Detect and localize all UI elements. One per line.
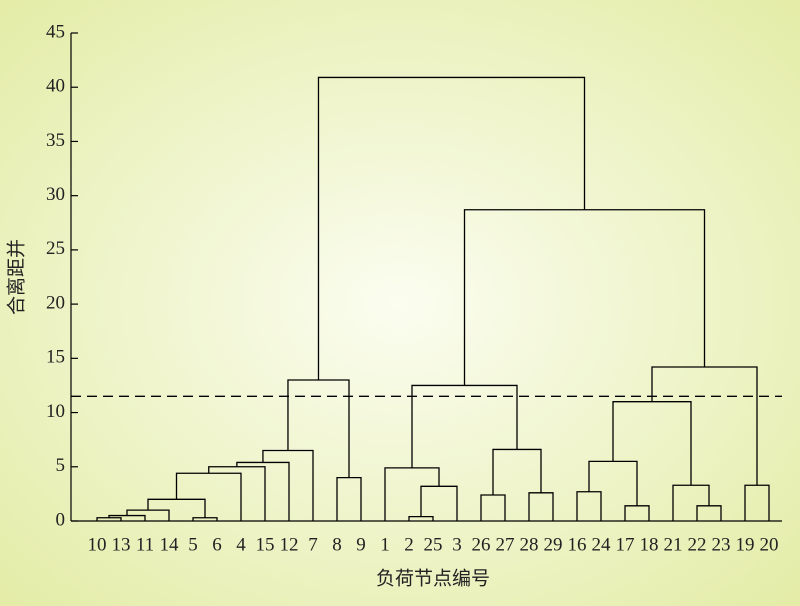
x-tick-label: 4 (236, 534, 246, 555)
x-tick-label: 7 (308, 534, 318, 555)
y-tick-label: 0 (56, 509, 66, 530)
x-tick-label: 21 (664, 534, 683, 555)
x-tick-label: 6 (212, 534, 222, 555)
x-tick-label: 22 (688, 534, 707, 555)
x-tick-label: 15 (256, 534, 275, 555)
x-tick-label: 18 (640, 534, 659, 555)
x-tick-label: 3 (452, 534, 462, 555)
y-tick-label: 35 (46, 130, 65, 151)
x-tick-label: 26 (472, 534, 491, 555)
merge-link (492, 448, 542, 495)
x-tick-label: 23 (712, 534, 731, 555)
y-tick-label: 30 (46, 184, 65, 205)
y-tick-label: 25 (46, 238, 65, 259)
x-tick-label: 2 (404, 534, 414, 555)
x-tick-label: 11 (136, 534, 154, 555)
x-tick-label: 14 (160, 534, 180, 555)
x-tick-label: 20 (760, 534, 779, 555)
y-tick-label: 40 (46, 76, 65, 97)
x-tick-label: 19 (736, 534, 755, 555)
merge-link (651, 366, 758, 486)
x-tick-label: 29 (544, 534, 563, 555)
merge-link (420, 485, 458, 521)
y-tick-label: 45 (46, 21, 65, 42)
x-tick-label: 28 (520, 534, 539, 555)
x-tick-label: 9 (356, 534, 366, 555)
merge-link (208, 466, 266, 521)
x-tick-label: 27 (496, 534, 515, 555)
merge-link (192, 517, 218, 521)
x-tick-label: 24 (592, 534, 612, 555)
merge-link (624, 505, 650, 521)
x-tick-label: 10 (88, 534, 107, 555)
x-tick-label: 8 (332, 534, 342, 555)
y-axis-label: 合离距并 (5, 239, 27, 315)
merge-link (126, 509, 170, 521)
y-tick-label: 20 (46, 292, 65, 313)
merge-link (108, 514, 146, 521)
merge-link (317, 76, 586, 381)
x-tick-label: 12 (280, 534, 299, 555)
merge-link (588, 460, 638, 506)
x-tick-label: 25 (424, 534, 443, 555)
y-tick-label: 15 (46, 347, 65, 368)
x-tick-label: 5 (188, 534, 198, 555)
merge-link (96, 517, 122, 521)
x-tick-label: 17 (616, 534, 635, 555)
y-tick-label: 10 (46, 401, 65, 422)
x-tick-label: 1 (380, 534, 390, 555)
x-axis-label: 负荷节点编号 (376, 567, 490, 589)
x-tick-label: 16 (568, 534, 587, 555)
merge-link (696, 505, 722, 521)
y-tick-label: 5 (56, 455, 66, 476)
x-tick-label: 13 (112, 534, 131, 555)
